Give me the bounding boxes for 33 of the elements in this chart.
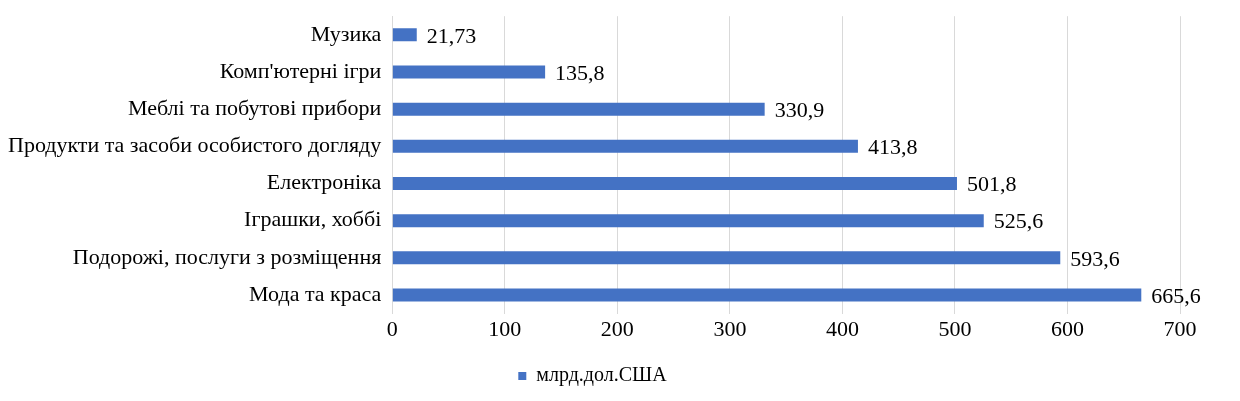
y-tick-label: Продукти та засоби особистого догляду — [7, 132, 382, 158]
legend-label: млрд.дол.США — [536, 363, 668, 387]
y-tick-label: Іграшки, хоббі — [244, 206, 382, 232]
data-label: 665,6 — [1151, 282, 1201, 308]
bar — [392, 28, 417, 42]
y-tick-label: Музика — [310, 20, 382, 46]
bar — [392, 65, 546, 79]
data-label: 501,8 — [966, 171, 1017, 197]
x-tick-label: 400 — [825, 315, 859, 341]
x-tick-label: 700 — [1163, 315, 1197, 341]
y-tick-label: Електроніка — [266, 169, 382, 195]
y-tick-label: Меблі та побутові прибори — [127, 94, 382, 120]
bar — [392, 214, 984, 228]
x-tick-label: 500 — [938, 315, 972, 341]
bar — [392, 251, 1061, 265]
x-tick-label: 600 — [1050, 315, 1084, 341]
x-tick-label: 0 — [386, 315, 398, 341]
data-label: 593,6 — [1070, 245, 1120, 271]
bar — [392, 176, 957, 190]
x-tick-label: 300 — [713, 315, 747, 341]
bar — [392, 139, 858, 153]
y-tick-label: Подорожі, послуги з розміщення — [72, 243, 382, 269]
x-tick-label: 100 — [488, 315, 522, 341]
data-label: 21,73 — [426, 22, 477, 48]
y-tick-label: Комп'ютерні ігри — [219, 57, 382, 83]
data-label: 135,8 — [555, 59, 605, 85]
data-label: 330,9 — [774, 96, 825, 122]
y-tick-label: Мода та краса — [249, 280, 382, 306]
data-label: 413,8 — [867, 134, 918, 160]
x-tick-label: 200 — [600, 315, 634, 341]
bar — [392, 288, 1142, 302]
data-label: 525,6 — [993, 208, 1044, 234]
bar — [392, 102, 765, 116]
